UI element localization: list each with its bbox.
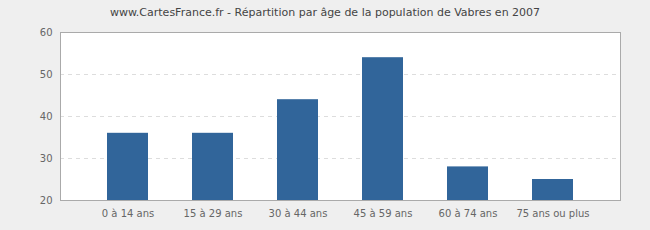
svg-text:60: 60: [40, 27, 53, 38]
svg-text:0 à 14 ans: 0 à 14 ans: [102, 208, 154, 219]
svg-text:30 à 44 ans: 30 à 44 ans: [269, 208, 328, 219]
svg-text:75 ans ou plus: 75 ans ou plus: [516, 208, 589, 219]
svg-text:60 à 74 ans: 60 à 74 ans: [439, 208, 498, 219]
svg-text:30: 30: [40, 153, 53, 164]
svg-text:15 à 29 ans: 15 à 29 ans: [184, 208, 243, 219]
html-text:www.CartesFrance.fr - Répartit: www.CartesFrance.fr - Répartition par âg…: [109, 6, 541, 19]
svg-text:40: 40: [40, 111, 53, 122]
svg-text:20: 20: [40, 195, 53, 206]
svg-text:50: 50: [40, 69, 53, 80]
svg-text:45 à 59 ans: 45 à 59 ans: [354, 208, 413, 219]
